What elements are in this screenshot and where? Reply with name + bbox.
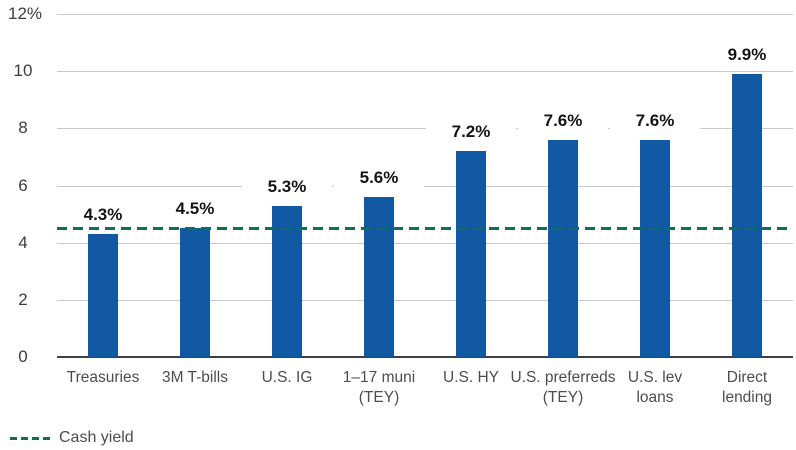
bar-value-label: 7.6% xyxy=(518,110,608,130)
category-label-line: (TEY) xyxy=(542,389,584,406)
category-label-line: (TEY) xyxy=(358,389,400,406)
bar xyxy=(548,139,578,357)
y-tick-label: 0 xyxy=(18,347,28,366)
y-tick-label: 12% xyxy=(8,4,43,23)
y-gridline xyxy=(57,128,793,130)
bar xyxy=(180,228,210,357)
bar xyxy=(732,74,762,357)
category-label: U.S. lev loans xyxy=(600,368,710,408)
bar xyxy=(88,234,118,357)
category-label: Direct lending xyxy=(692,368,796,408)
bar-value-label: 4.5% xyxy=(150,199,240,219)
category-label-line: 3M T-bills xyxy=(161,369,229,386)
category-label: U.S. IG xyxy=(232,368,342,388)
category-label: Treasuries xyxy=(48,368,158,388)
y-gridline xyxy=(57,71,793,73)
category-label-line: Direct xyxy=(726,369,768,386)
category-label-line: 1–17 muni xyxy=(342,369,416,386)
y-gridline xyxy=(57,242,793,244)
category-label-line: U.S. preferreds xyxy=(510,369,616,386)
bar-value-label: 5.3% xyxy=(242,176,332,196)
bar xyxy=(272,205,302,357)
y-tick-label: 6 xyxy=(18,175,28,195)
category-label-line: lending xyxy=(722,389,772,406)
category-label: 1–17 muni (TEY) xyxy=(324,368,434,408)
category-label-line: loans xyxy=(636,389,674,406)
category-label-line: U.S. lev xyxy=(627,369,683,386)
bar-value-label: 9.9% xyxy=(702,45,792,65)
bar-value-label: 5.6% xyxy=(334,167,424,187)
category-label-line: U.S. IG xyxy=(261,369,313,386)
bar xyxy=(640,139,670,357)
bar xyxy=(364,196,394,357)
cash-yield-dash-icon xyxy=(10,436,50,440)
legend-label: Cash yield xyxy=(59,429,134,446)
y-tick-label: 2 xyxy=(18,289,28,309)
category-label: U.S. preferreds (TEY) xyxy=(508,368,618,408)
bar-value-label: 7.6% xyxy=(610,110,700,130)
bar-value-label: 4.3% xyxy=(58,205,148,225)
cash-yield-line xyxy=(57,226,793,230)
category-label: U.S. HY xyxy=(416,368,526,388)
legend: Cash yield xyxy=(10,428,134,448)
y-tick-label: 8 xyxy=(18,118,28,138)
x-axis-line xyxy=(57,356,793,358)
y-gridline xyxy=(57,299,793,301)
y-tick-label: 10 xyxy=(13,61,33,81)
y-gridline xyxy=(57,185,793,187)
category-label-line: U.S. HY xyxy=(443,369,499,386)
y-gridline xyxy=(57,14,793,15)
category-label: 3M T-bills xyxy=(140,368,250,388)
y-tick-label: 4 xyxy=(18,232,28,252)
bar xyxy=(456,151,486,357)
bar-value-label: 7.2% xyxy=(426,122,516,142)
category-label-line: Treasuries xyxy=(66,369,140,386)
plot-area: 4.3% 4.5% 5.3% 5.6% 7.2% 7.6% 7.6% 9.9% xyxy=(57,14,793,358)
